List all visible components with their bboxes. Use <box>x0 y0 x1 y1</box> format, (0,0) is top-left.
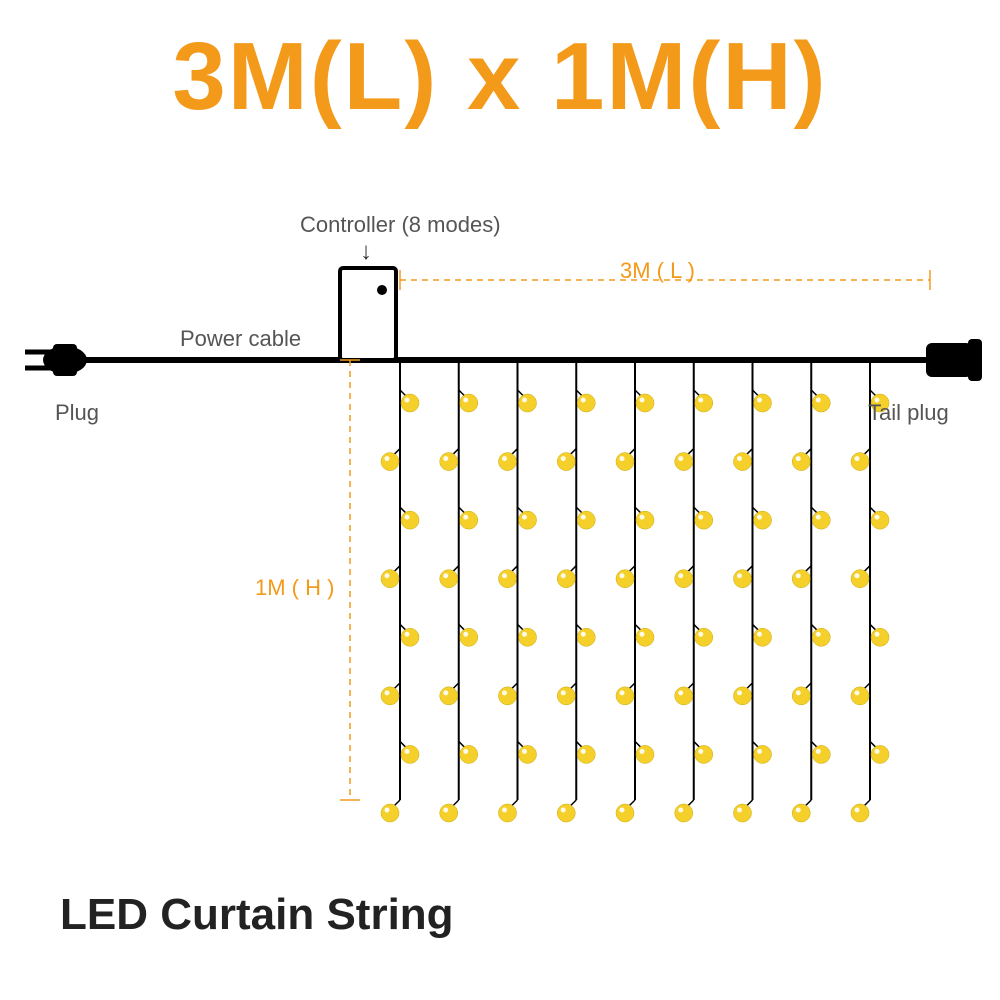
controller-label: Controller (8 modes) <box>300 212 501 238</box>
diagram <box>0 0 1000 1000</box>
product-name: LED Curtain String <box>60 890 454 940</box>
controller-arrow: ↓ <box>360 238 372 266</box>
tail-plug-label: Tail plug <box>868 400 949 426</box>
height-dim-label: 1M ( H ) <box>255 575 334 601</box>
power-cable-label: Power cable <box>180 326 301 352</box>
length-dim-label: 3M ( L ) <box>620 258 695 284</box>
plug-label: Plug <box>55 400 99 426</box>
